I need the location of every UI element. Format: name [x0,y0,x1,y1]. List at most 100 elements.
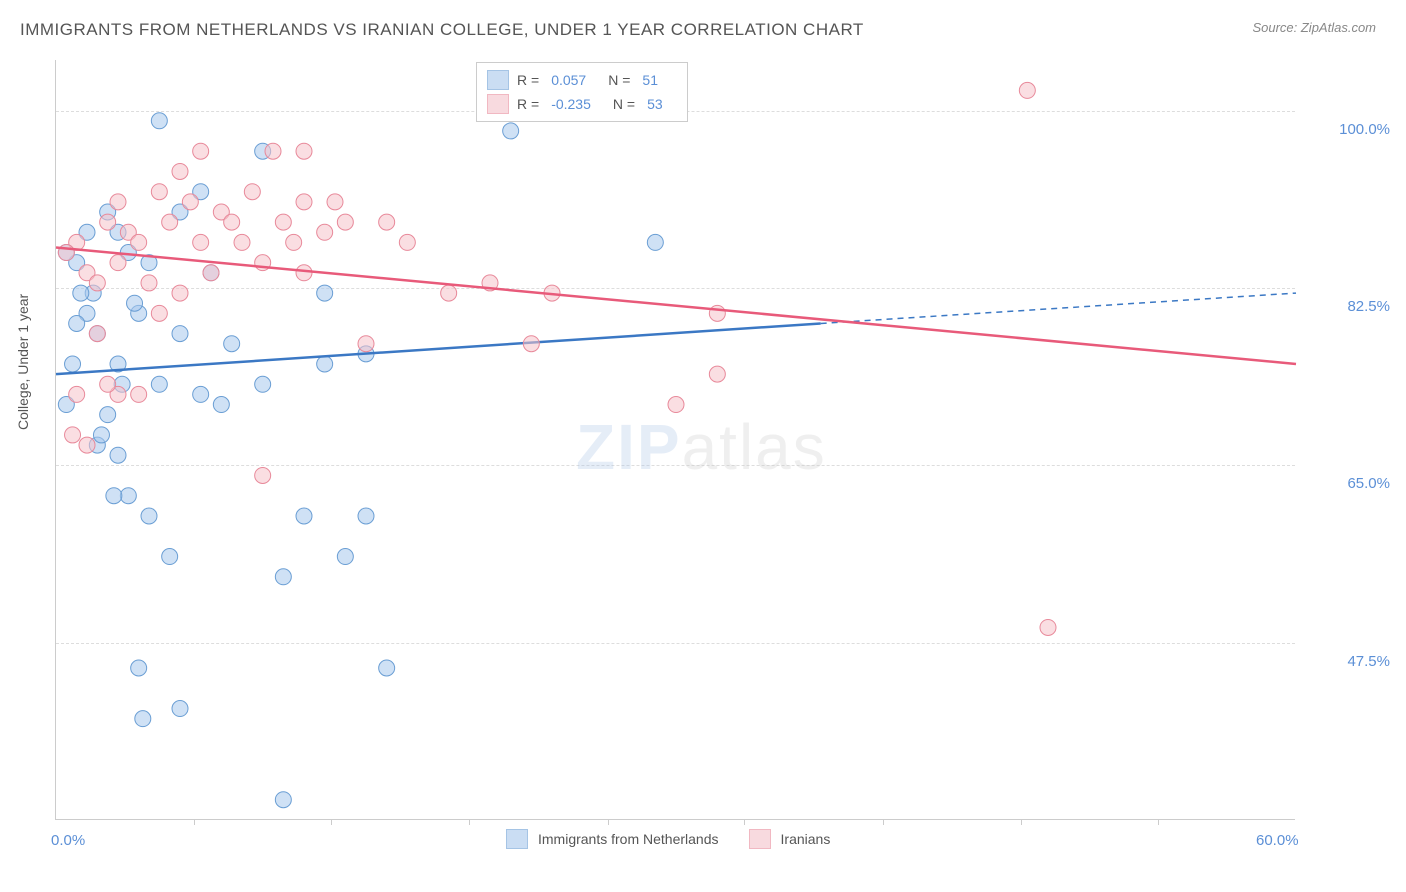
scatter-svg [56,60,1295,819]
scatter-point [358,508,374,524]
scatter-point [265,143,281,159]
x-tick-label: 60.0% [1256,832,1299,849]
y-tick-label: 65.0% [1310,475,1390,492]
scatter-point [73,285,89,301]
scatter-point [296,194,312,210]
scatter-point [317,285,333,301]
scatter-point [647,234,663,250]
chart-title: IMMIGRANTS FROM NETHERLANDS VS IRANIAN C… [20,20,864,40]
swatch-netherlands [487,70,509,90]
scatter-point [131,386,147,402]
r-value-1: 0.057 [551,72,586,88]
scatter-point [244,184,260,200]
scatter-point [141,508,157,524]
scatter-point [296,143,312,159]
scatter-point [193,143,209,159]
x-tick-mark [608,819,609,825]
scatter-point [89,275,105,291]
swatch-iranians-bottom [749,829,771,849]
scatter-point [182,194,198,210]
scatter-point [523,336,539,352]
regression-line [56,247,1296,364]
scatter-point [317,224,333,240]
scatter-point [275,214,291,230]
scatter-point [399,234,415,250]
scatter-point [151,305,167,321]
x-tick-mark [194,819,195,825]
swatch-iranians [487,94,509,114]
scatter-point [193,234,209,250]
scatter-point [100,407,116,423]
scatter-point [151,376,167,392]
scatter-point [668,397,684,413]
scatter-point [234,234,250,250]
legend-row-2: R = -0.235 N = 53 [487,92,677,116]
scatter-point [337,214,353,230]
x-tick-mark [883,819,884,825]
scatter-point [110,194,126,210]
scatter-point [172,163,188,179]
scatter-point [275,569,291,585]
scatter-point [100,214,116,230]
scatter-point [172,326,188,342]
x-tick-label: 0.0% [51,832,85,849]
x-tick-mark [469,819,470,825]
scatter-point [79,437,95,453]
scatter-point [441,285,457,301]
scatter-point [379,214,395,230]
scatter-point [89,326,105,342]
scatter-point [296,508,312,524]
chart-plot-area: ZIPatlas R = 0.057 N = 51 R = -0.235 N =… [55,60,1295,820]
x-tick-mark [1021,819,1022,825]
y-tick-label: 82.5% [1310,298,1390,315]
scatter-point [110,255,126,271]
r-label: R = [517,96,539,112]
scatter-point [709,305,725,321]
n-label: N = [613,96,635,112]
scatter-point [224,336,240,352]
scatter-point [503,123,519,139]
scatter-point [709,366,725,382]
x-tick-mark [331,819,332,825]
scatter-point [135,711,151,727]
scatter-point [1040,619,1056,635]
scatter-point [358,336,374,352]
scatter-point [286,234,302,250]
scatter-point [100,376,116,392]
scatter-point [172,701,188,717]
r-label: R = [517,72,539,88]
scatter-point [379,660,395,676]
r-value-2: -0.235 [551,96,591,112]
scatter-point [172,285,188,301]
scatter-point [337,549,353,565]
scatter-point [93,427,109,443]
scatter-point [127,295,143,311]
scatter-point [131,660,147,676]
y-tick-label: 47.5% [1310,653,1390,670]
scatter-point [65,427,81,443]
scatter-point [141,275,157,291]
scatter-point [224,214,240,230]
scatter-point [275,792,291,808]
scatter-point [162,214,178,230]
scatter-point [296,265,312,281]
x-tick-mark [1158,819,1159,825]
scatter-point [120,488,136,504]
scatter-point [65,356,81,372]
scatter-point [317,356,333,372]
n-value-2: 53 [647,96,663,112]
scatter-point [1019,82,1035,98]
x-tick-mark [744,819,745,825]
scatter-point [106,488,122,504]
scatter-point [255,467,271,483]
y-axis-label: College, Under 1 year [15,294,31,430]
scatter-point [213,397,229,413]
scatter-point [327,194,343,210]
scatter-point [255,376,271,392]
y-tick-label: 100.0% [1310,121,1390,138]
source-attribution: Source: ZipAtlas.com [1252,20,1376,35]
legend-label-2: Iranians [781,831,831,847]
series-legend: Immigrants from Netherlands Iranians [506,829,830,849]
scatter-point [69,386,85,402]
scatter-point [131,234,147,250]
